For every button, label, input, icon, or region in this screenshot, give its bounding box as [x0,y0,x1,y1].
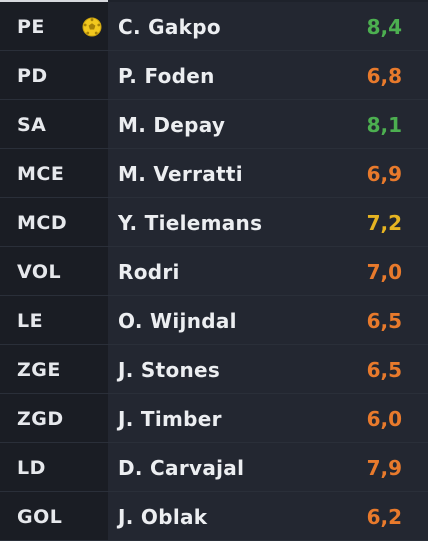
rating-cell: 6,5 [332,296,428,345]
player-cell: Y. Tielemans [108,198,332,247]
player-name: D. Carvajal [118,455,245,480]
rating-cell: 6,2 [332,492,428,541]
player-cell: D. Carvajal [108,443,332,492]
player-rating: 6,2 [366,504,402,529]
player-rating: 6,5 [366,308,402,333]
position-cell: PE [0,2,108,51]
player-name: C. Gakpo [118,14,221,39]
position-cell: ZGD [0,394,108,443]
rating-cell: 8,1 [332,100,428,149]
player-name: J. Oblak [118,504,208,529]
rating-cell: 6,9 [332,149,428,198]
player-rating: 6,8 [366,63,402,88]
position-cell: LD [0,443,108,492]
position-label: VOL [17,260,62,283]
position-cell: MCE [0,149,108,198]
player-cell: J. Stones [108,345,332,394]
player-rating: 8,1 [366,112,402,137]
position-label: MCD [17,211,68,234]
rating-cell: 7,9 [332,443,428,492]
player-name: Y. Tielemans [118,210,263,235]
player-cell: Rodri [108,247,332,296]
player-row[interactable]: MCE M. Verratti 6,9 [0,149,428,198]
position-label: MCE [17,162,65,185]
player-rating: 6,0 [366,406,402,431]
player-rating: 6,9 [366,161,402,186]
player-rating: 7,9 [366,455,402,480]
position-cell: SA [0,100,108,149]
player-row[interactable]: MCD Y. Tielemans 7,2 [0,198,428,247]
player-rating: 8,4 [366,14,402,39]
player-name: O. Wijndal [118,308,237,333]
top-accent-bar [0,0,108,2]
player-name: J. Timber [118,406,222,431]
player-cell: O. Wijndal [108,296,332,345]
player-rating: 7,0 [366,259,402,284]
player-cell: M. Depay [108,100,332,149]
position-cell: PD [0,51,108,100]
player-name: Rodri [118,259,180,284]
football-icon [82,17,102,37]
position-cell: ZGE [0,345,108,394]
position-label: GOL [17,505,63,528]
player-row[interactable]: PD P. Foden 6,8 [0,51,428,100]
rating-cell: 8,4 [332,2,428,51]
rating-cell: 7,0 [332,247,428,296]
position-label: LD [17,456,46,479]
position-label: ZGE [17,358,61,381]
rating-cell: 6,0 [332,394,428,443]
position-label: PD [17,64,48,87]
rating-cell: 6,5 [332,345,428,394]
position-label: ZGD [17,407,64,430]
player-cell: J. Oblak [108,492,332,541]
player-cell: C. Gakpo [108,2,332,51]
player-row[interactable]: PE C. Gakpo 8,4 [0,2,428,51]
position-label: SA [17,113,47,136]
position-cell: VOL [0,247,108,296]
player-rating: 7,2 [366,210,402,235]
player-row[interactable]: VOL Rodri 7,0 [0,247,428,296]
position-cell: MCD [0,198,108,247]
player-row[interactable]: LE O. Wijndal 6,5 [0,296,428,345]
player-cell: P. Foden [108,51,332,100]
player-row[interactable]: GOL J. Oblak 6,2 [0,492,428,541]
rating-cell: 6,8 [332,51,428,100]
rating-cell: 7,2 [332,198,428,247]
player-rating: 6,5 [366,357,402,382]
player-name: J. Stones [118,357,221,382]
position-label: LE [17,309,44,332]
player-name: M. Verratti [118,161,243,186]
player-name: P. Foden [118,63,215,88]
player-row[interactable]: ZGE J. Stones 6,5 [0,345,428,394]
player-row[interactable]: SA M. Depay 8,1 [0,100,428,149]
player-name: M. Depay [118,112,226,137]
position-cell: GOL [0,492,108,541]
player-row[interactable]: ZGD J. Timber 6,0 [0,394,428,443]
player-cell: J. Timber [108,394,332,443]
player-row[interactable]: LD D. Carvajal 7,9 [0,443,428,492]
player-cell: M. Verratti [108,149,332,198]
position-label: PE [17,15,45,38]
position-cell: LE [0,296,108,345]
